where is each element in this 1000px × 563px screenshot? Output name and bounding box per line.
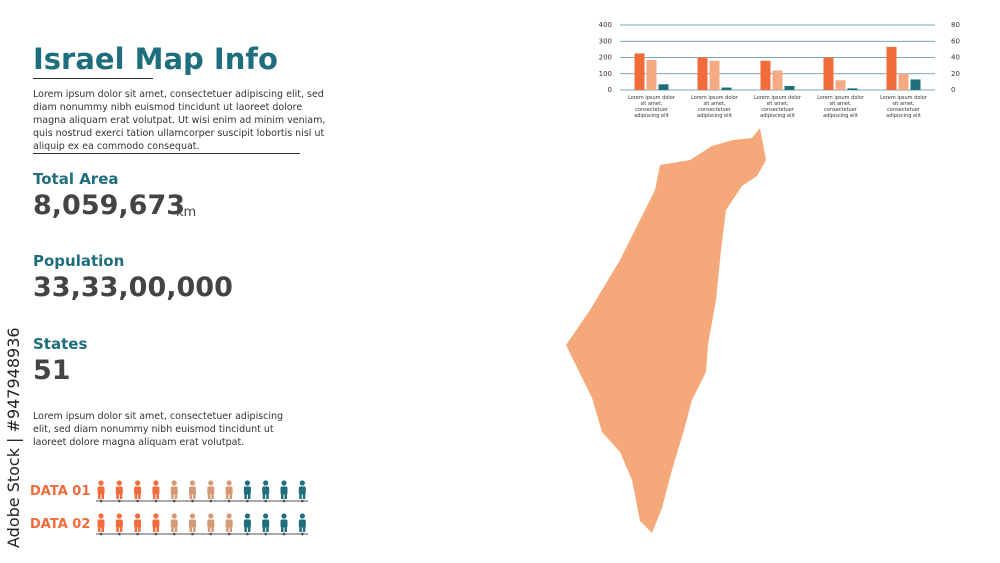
person-icon	[243, 480, 251, 499]
row-dot	[191, 499, 194, 503]
bar	[847, 88, 858, 90]
person-icon	[207, 513, 215, 532]
bar	[721, 87, 732, 90]
bar	[772, 70, 783, 90]
row-dot	[227, 499, 231, 503]
row-dot	[136, 532, 140, 536]
x-tick-label: Lorem ipsum dolor sit amet, consectetuer…	[880, 95, 927, 119]
row-dot	[282, 499, 286, 503]
y-tick-label: 100	[599, 70, 612, 78]
bar	[658, 84, 669, 90]
stat-unit: km	[176, 205, 197, 220]
row-dot	[99, 532, 103, 536]
x-tick-label: Lorem ipsum dolor sit amet, consectetuer…	[628, 95, 675, 119]
stat-label: States	[33, 335, 88, 353]
person-icon	[115, 513, 123, 532]
bar	[886, 46, 897, 90]
y2-tick-label: 0	[951, 86, 955, 94]
row-dot	[117, 532, 121, 536]
person-icon	[134, 480, 142, 499]
person-icon	[170, 480, 178, 499]
row-dot	[154, 532, 158, 536]
bar	[910, 79, 921, 90]
stat-value: 51	[33, 355, 71, 386]
row-dot	[99, 499, 103, 503]
bar	[784, 85, 795, 90]
row-dot	[282, 532, 286, 536]
y2-tick-label: 20	[951, 70, 960, 78]
person-icon	[280, 513, 288, 532]
y-tick-label: 400	[599, 21, 612, 29]
row-dot	[300, 499, 304, 503]
bar	[646, 59, 657, 90]
person-icon	[97, 480, 105, 499]
stat-value: 8,059,673	[33, 190, 186, 221]
row-dot	[136, 499, 140, 503]
person-icon	[262, 513, 270, 532]
person-icon	[243, 513, 251, 532]
row-dot	[209, 532, 213, 536]
person-icon	[262, 480, 270, 499]
row-dot	[246, 532, 249, 536]
row-dot	[191, 532, 194, 536]
person-icon	[280, 480, 288, 499]
y-tick-label: 0	[608, 86, 612, 94]
row-dot	[154, 499, 158, 503]
person-icon	[207, 480, 215, 499]
person-icon	[225, 513, 233, 532]
row-dot	[300, 532, 304, 536]
row-label: DATA 02	[30, 517, 91, 532]
map	[566, 128, 766, 533]
row-label: DATA 01	[30, 484, 91, 499]
bar	[709, 60, 720, 90]
row-dot	[227, 532, 231, 536]
y2-tick-label: 80	[951, 21, 960, 29]
bar	[697, 57, 708, 90]
person-icon	[298, 480, 306, 499]
y2-tick-label: 40	[951, 54, 960, 62]
title: Israel Map Info	[33, 42, 278, 76]
person-icon	[152, 513, 160, 532]
y2-tick-label: 60	[951, 37, 960, 45]
row-dot	[117, 499, 121, 503]
person-icon	[298, 513, 306, 532]
row-dot	[246, 499, 249, 503]
person-icon	[152, 480, 160, 499]
row-dot	[172, 532, 176, 536]
y-tick-label: 200	[599, 54, 612, 62]
bar	[898, 73, 909, 90]
rule	[33, 153, 300, 154]
person-icon	[170, 513, 178, 532]
row-dot	[264, 499, 268, 503]
x-tick-label: Lorem ipsum dolor sit amet, consectetuer…	[754, 95, 801, 119]
rule	[33, 78, 153, 79]
person-icon	[115, 480, 123, 499]
row-dot	[172, 499, 176, 503]
y-tick-label: 300	[599, 37, 612, 45]
person-icon	[134, 513, 142, 532]
row-dot	[264, 532, 268, 536]
person-icon	[189, 513, 196, 532]
note: Lorem ipsum dolor sit amet, consectetuer…	[33, 411, 284, 448]
x-tick-label: Lorem ipsum dolor sit amet, consectetuer…	[817, 95, 864, 119]
intro: Lorem ipsum dolor sit amet, consectetuer…	[33, 89, 326, 152]
bar	[823, 57, 834, 90]
stat-label: Population	[33, 252, 125, 270]
stat-label: Total Area	[33, 170, 119, 188]
bar	[760, 60, 771, 90]
row-dot	[209, 499, 213, 503]
person-icon	[97, 513, 105, 532]
person-icon	[225, 480, 233, 499]
person-icon	[189, 480, 196, 499]
stat-value: 33,33,00,000	[33, 272, 233, 303]
x-tick-label: Lorem ipsum dolor sit amet, consectetuer…	[691, 95, 738, 119]
bar	[835, 80, 846, 90]
bar	[634, 53, 645, 90]
